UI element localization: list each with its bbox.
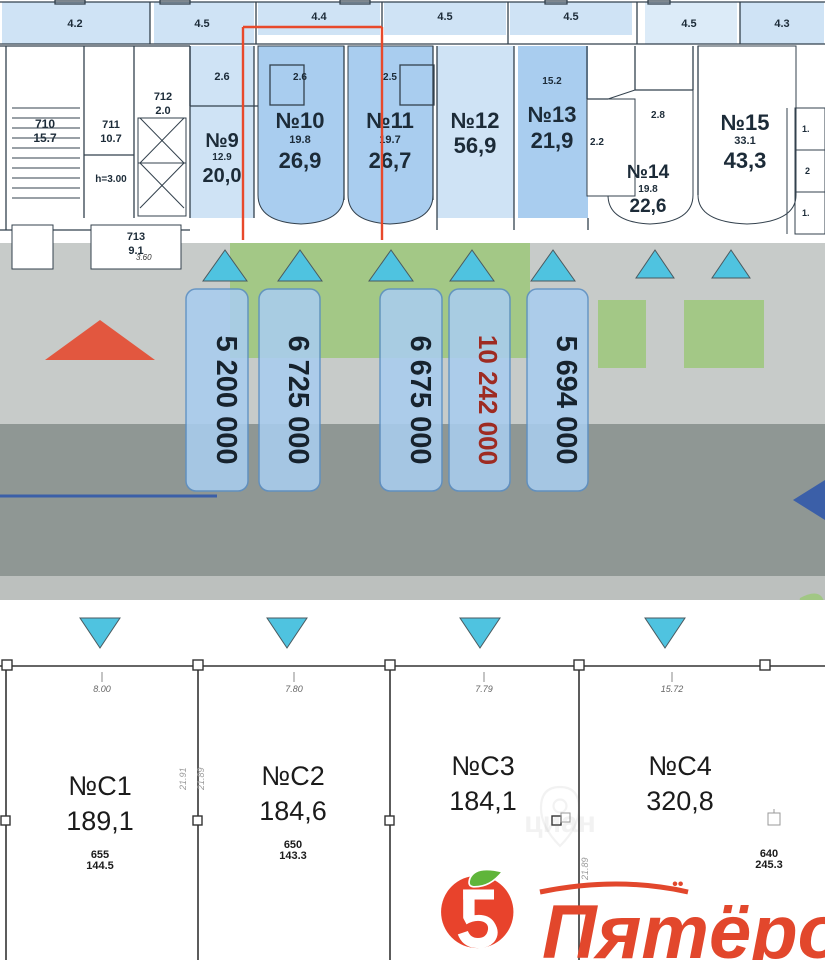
svg-text:2.0: 2.0 (155, 105, 170, 117)
svg-text:711: 711 (102, 119, 120, 131)
svg-text:h=3.00: h=3.00 (95, 174, 127, 185)
svg-text:2: 2 (805, 166, 810, 176)
svg-text:4.4: 4.4 (311, 11, 327, 23)
svg-text:циан: циан (524, 806, 596, 839)
svg-text:320,8: 320,8 (646, 786, 714, 816)
svg-text:43,3: 43,3 (724, 148, 767, 173)
svg-text:6 675 000: 6 675 000 (404, 335, 436, 464)
svg-text:10.7: 10.7 (100, 133, 121, 145)
svg-text:21,9: 21,9 (531, 128, 574, 153)
svg-text:№C3: №C3 (451, 751, 514, 781)
svg-text:12.9: 12.9 (212, 152, 232, 163)
svg-text:№C4: №C4 (648, 751, 711, 781)
svg-text:9.1: 9.1 (128, 245, 143, 257)
svg-text:184,1: 184,1 (449, 786, 517, 816)
svg-text:6 725 000: 6 725 000 (282, 335, 314, 464)
svg-text:2.6: 2.6 (293, 72, 307, 83)
svg-text:15.2: 15.2 (542, 76, 562, 87)
svg-text:7.79: 7.79 (475, 684, 493, 694)
svg-text:2.2: 2.2 (590, 137, 604, 148)
svg-text:4.5: 4.5 (681, 18, 696, 30)
svg-text:26,7: 26,7 (369, 148, 412, 173)
svg-text:19.8: 19.8 (289, 134, 310, 146)
svg-text:245.3: 245.3 (755, 859, 783, 871)
svg-text:№15: №15 (721, 110, 770, 135)
svg-text:№10: №10 (276, 108, 325, 133)
svg-text:2.6: 2.6 (214, 71, 229, 83)
svg-text:7.80: 7.80 (285, 684, 303, 694)
svg-text:22,6: 22,6 (630, 196, 667, 217)
svg-text:№C2: №C2 (261, 761, 324, 791)
svg-text:••: •• (672, 876, 684, 893)
svg-text:19.8: 19.8 (638, 184, 658, 195)
svg-text:21.91: 21.91 (178, 767, 188, 791)
svg-text:189,1: 189,1 (66, 806, 134, 836)
svg-text:8.00: 8.00 (93, 684, 111, 694)
svg-text:4.5: 4.5 (194, 18, 209, 30)
svg-text:1.: 1. (802, 124, 810, 134)
svg-text:713: 713 (127, 231, 145, 243)
svg-text:Пятёрочка: Пятёрочка (542, 890, 825, 960)
svg-text:712: 712 (154, 91, 172, 103)
svg-text:20,0: 20,0 (203, 165, 242, 187)
svg-text:4.2: 4.2 (67, 18, 82, 30)
svg-text:710: 710 (35, 117, 55, 131)
svg-text:2.8: 2.8 (651, 110, 665, 121)
svg-text:33.1: 33.1 (734, 135, 755, 147)
svg-text:№C1: №C1 (68, 771, 131, 801)
svg-text:2.5: 2.5 (383, 72, 397, 83)
svg-text:10 242 000: 10 242 000 (473, 335, 503, 465)
svg-text:1.: 1. (802, 208, 810, 218)
svg-text:15.72: 15.72 (661, 684, 684, 694)
svg-text:№9: №9 (205, 130, 238, 152)
svg-text:4.3: 4.3 (774, 18, 789, 30)
svg-text:26,9: 26,9 (279, 148, 322, 173)
svg-text:№11: №11 (366, 108, 414, 133)
svg-text:21.89: 21.89 (580, 857, 590, 881)
svg-text:21.89: 21.89 (196, 767, 206, 791)
svg-text:№14: №14 (627, 162, 670, 183)
svg-text:№12: №12 (451, 108, 500, 133)
svg-text:5 694 000: 5 694 000 (550, 335, 582, 464)
svg-text:5 200 000: 5 200 000 (210, 335, 242, 464)
svg-text:4.5: 4.5 (563, 11, 578, 23)
svg-text:144.5: 144.5 (86, 860, 114, 872)
svg-text:184,6: 184,6 (259, 796, 327, 826)
svg-text:№13: №13 (528, 102, 577, 127)
svg-text:56,9: 56,9 (454, 133, 497, 158)
svg-text:143.3: 143.3 (279, 850, 307, 862)
svg-text:4.5: 4.5 (437, 11, 452, 23)
